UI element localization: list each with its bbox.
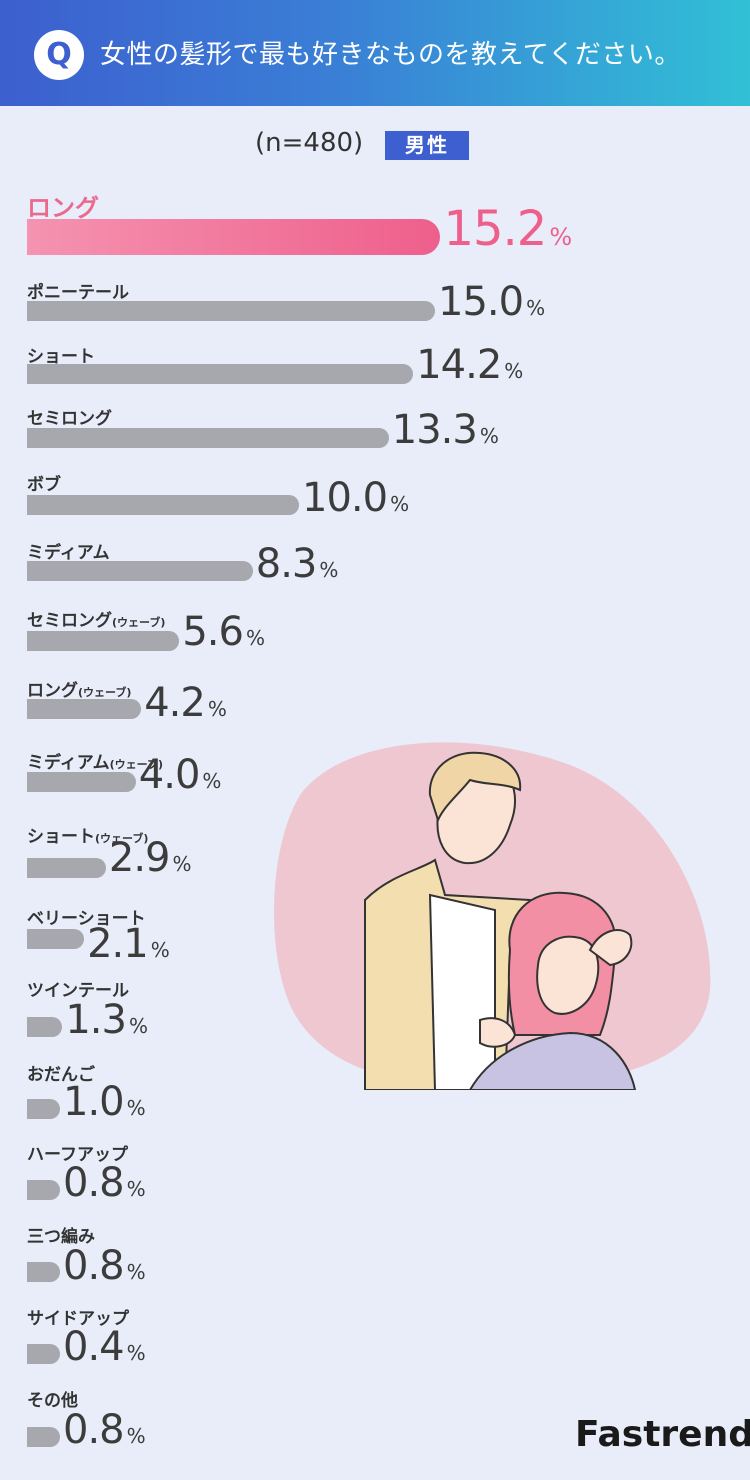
value-label: 15.0% — [438, 279, 546, 325]
bar — [27, 699, 142, 719]
bar — [27, 1017, 63, 1037]
category-label: ベリーショート — [27, 909, 146, 929]
value-label: 4.2% — [144, 680, 227, 726]
bar — [27, 858, 106, 878]
question-header: Q 女性の髪形で最も好きなものを教えてください。 — [0, 0, 750, 106]
bar — [27, 929, 85, 949]
value-label: 14.2% — [416, 342, 524, 388]
value-label: 8.3% — [255, 541, 339, 587]
bar — [27, 219, 441, 255]
category-label: おだんご — [27, 1065, 95, 1085]
couple-hair-illustration — [273, 742, 711, 1090]
category-label: ツインテール — [27, 981, 129, 1001]
sample-size: (n=480) — [255, 128, 364, 158]
category-label: ロング — [27, 194, 99, 222]
bar — [27, 772, 136, 792]
bar — [27, 631, 180, 651]
category-label: セミロング — [27, 409, 112, 429]
value-label: 1.0% — [63, 1079, 146, 1125]
category-label: その他 — [27, 1391, 78, 1411]
value-label: 0.8% — [63, 1407, 146, 1453]
value-label: 5.6% — [182, 609, 265, 655]
category-label: ミディアム(ウェーブ) — [27, 753, 164, 773]
bar — [27, 428, 389, 448]
bar — [27, 364, 414, 384]
value-label: 2.9% — [108, 835, 192, 881]
category-label: ショート — [27, 347, 95, 367]
category-label: ショート(ウェーブ) — [27, 827, 149, 847]
bar — [27, 1180, 60, 1200]
value-label: 4.0% — [138, 752, 222, 798]
bar — [27, 1099, 60, 1119]
bar — [27, 561, 253, 581]
question-text: 女性の髪形で最も好きなものを教えてください。 — [100, 40, 681, 70]
bar — [27, 1344, 60, 1364]
value-label: 15.2% — [443, 201, 573, 257]
category-label: サイドアップ — [27, 1309, 129, 1329]
category-label: ミディアム — [27, 543, 110, 563]
value-label: 0.8% — [63, 1160, 146, 1206]
bar — [27, 495, 299, 515]
bar — [27, 1427, 60, 1447]
respondent-group-badge: 男性 — [385, 131, 469, 160]
question-badge: Q — [34, 30, 84, 80]
category-label: セミロング(ウェーブ) — [27, 611, 166, 631]
value-label: 13.3% — [391, 407, 499, 453]
value-label: 10.0% — [302, 475, 410, 521]
value-label: 0.4% — [63, 1324, 146, 1370]
category-label: ハーフアップ — [27, 1145, 128, 1165]
category-label: ボブ — [27, 475, 61, 495]
brand-logo: Fastrend — [575, 1414, 750, 1455]
bar — [27, 301, 435, 321]
value-label: 2.1% — [87, 921, 170, 967]
value-label: 1.3% — [65, 997, 148, 1043]
category-label: 三つ編み — [27, 1227, 95, 1247]
category-label: ロング(ウェーブ) — [27, 681, 132, 701]
value-label: 0.8% — [63, 1243, 146, 1289]
category-label: ポニーテール — [27, 283, 129, 303]
bar — [27, 1262, 60, 1282]
